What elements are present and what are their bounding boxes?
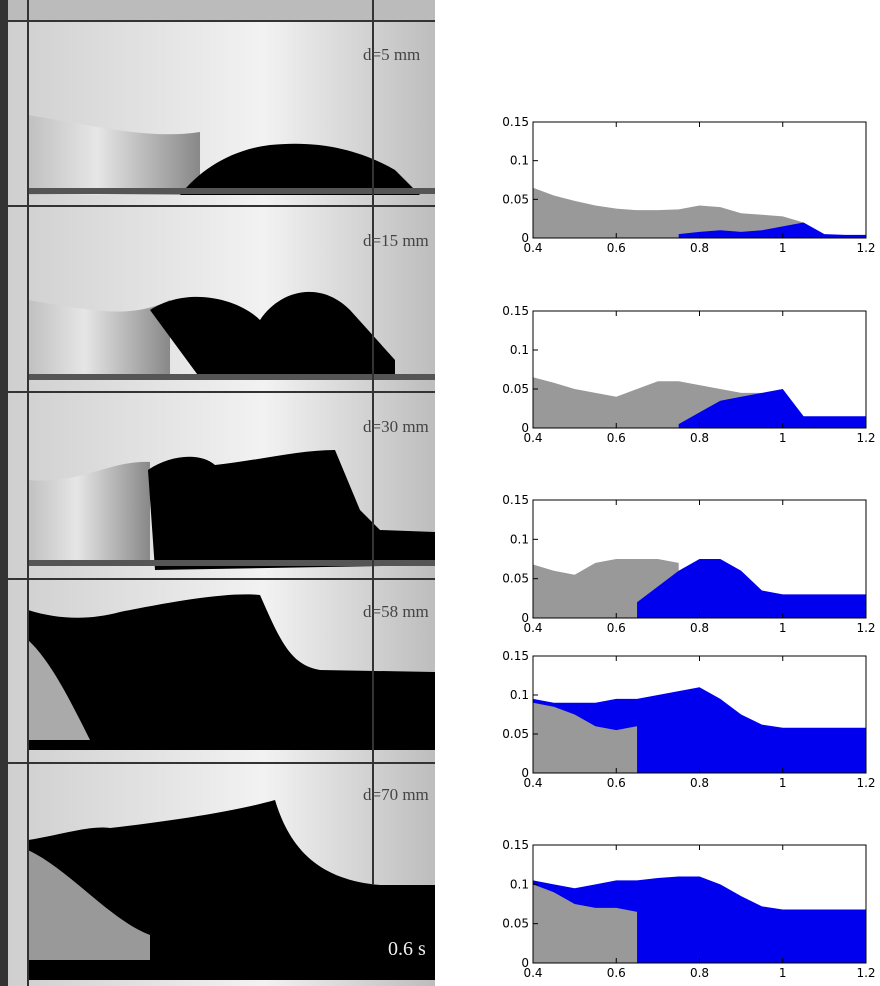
frame-lines bbox=[8, 0, 435, 986]
fluid-area bbox=[678, 389, 866, 428]
x-tick-label: 0.4 bbox=[523, 776, 542, 790]
water bbox=[28, 640, 90, 740]
y-tick-label: 0 bbox=[521, 766, 529, 780]
y-tick-label: 0.15 bbox=[502, 838, 529, 852]
water bbox=[28, 115, 200, 195]
y-tick-label: 0.1 bbox=[510, 154, 529, 168]
chart: 0 0.05 0.1 0.15 0.4 0.6 0.8 1 1.2 bbox=[502, 838, 875, 980]
y-tick-label: 0.15 bbox=[502, 649, 529, 663]
y-tick-label: 0 bbox=[521, 956, 529, 970]
x-tick-label: 1 bbox=[779, 431, 787, 445]
x-tick-label: 0.8 bbox=[690, 241, 709, 255]
x-tick-label: 1.2 bbox=[856, 966, 875, 980]
photo-label: d=15 mm bbox=[363, 231, 429, 250]
x-tick-label: 0.4 bbox=[523, 431, 542, 445]
y-tick-label: 0.1 bbox=[510, 877, 529, 891]
chart: 0 0.05 0.1 0.15 0.4 0.6 0.8 1 1.2 bbox=[502, 115, 875, 255]
x-tick-label: 1 bbox=[779, 966, 787, 980]
x-tick-label: 1.2 bbox=[856, 431, 875, 445]
photo-label: d=5 mm bbox=[363, 45, 420, 64]
x-tick-label: 0.8 bbox=[690, 431, 709, 445]
x-tick-label: 1.2 bbox=[856, 621, 875, 635]
y-tick-label: 0.15 bbox=[502, 493, 529, 507]
x-tick-label: 0.4 bbox=[523, 621, 542, 635]
time-label: 0.6 s bbox=[388, 938, 426, 960]
wave bbox=[28, 594, 435, 750]
fluid-area bbox=[637, 559, 866, 618]
photo-column: d=5 mm d=15 mm d=30 mm d=58 mm d=70 mm 0… bbox=[0, 0, 435, 986]
y-tick-label: 0.15 bbox=[502, 304, 529, 318]
photo-label: d=30 mm bbox=[363, 417, 429, 436]
chart: 0 0.05 0.1 0.15 0.4 0.6 0.8 1 1.2 bbox=[502, 304, 875, 445]
photo-label: d=70 mm bbox=[363, 785, 429, 804]
y-tick-label: 0 bbox=[521, 611, 529, 625]
y-tick-label: 0.1 bbox=[510, 532, 529, 546]
fluid-area bbox=[533, 702, 638, 773]
y-tick-label: 0.15 bbox=[502, 115, 529, 129]
charts: 0 0.05 0.1 0.15 0.4 0.6 0.8 1 1.2 0 0.05 0.1 0.15 0.4… bbox=[502, 115, 875, 980]
x-tick-label: 0.8 bbox=[690, 966, 709, 980]
x-tick-label: 0.6 bbox=[607, 621, 626, 635]
floor bbox=[28, 188, 435, 194]
chart: 0 0.05 0.1 0.15 0.4 0.6 0.8 1 1.2 bbox=[502, 493, 875, 635]
y-tick-label: 0.1 bbox=[510, 343, 529, 357]
wave bbox=[148, 450, 435, 570]
x-tick-label: 1.2 bbox=[856, 241, 875, 255]
x-tick-label: 0.8 bbox=[690, 776, 709, 790]
fluid-area bbox=[678, 222, 866, 238]
photo-label: d=58 mm bbox=[363, 602, 429, 621]
wave bbox=[150, 291, 395, 378]
y-tick-label: 0.05 bbox=[502, 192, 529, 206]
x-tick-label: 0.4 bbox=[523, 241, 542, 255]
x-tick-label: 1 bbox=[779, 776, 787, 790]
photo-strip bbox=[8, 0, 435, 20]
y-tick-label: 0 bbox=[521, 231, 529, 245]
y-tick-label: 0.05 bbox=[502, 382, 529, 396]
y-tick-label: 0.05 bbox=[502, 727, 529, 741]
water bbox=[28, 850, 150, 960]
x-tick-label: 0.6 bbox=[607, 776, 626, 790]
x-tick-label: 0.6 bbox=[607, 431, 626, 445]
y-tick-label: 0.1 bbox=[510, 688, 529, 702]
water bbox=[28, 461, 150, 565]
y-tick-label: 0.05 bbox=[502, 572, 529, 586]
y-tick-label: 0.05 bbox=[502, 917, 529, 931]
x-tick-label: 0.4 bbox=[523, 966, 542, 980]
x-tick-label: 1 bbox=[779, 241, 787, 255]
x-tick-label: 1.2 bbox=[856, 776, 875, 790]
water bbox=[28, 300, 170, 378]
wave bbox=[180, 143, 420, 195]
fluid-area bbox=[533, 187, 804, 238]
x-tick-label: 0.8 bbox=[690, 621, 709, 635]
fluid-area bbox=[533, 884, 638, 963]
chart: 0 0.05 0.1 0.15 0.4 0.6 0.8 1 1.2 bbox=[502, 649, 875, 790]
floor bbox=[28, 560, 435, 566]
y-tick-label: 0 bbox=[521, 421, 529, 435]
floor bbox=[28, 374, 435, 380]
x-tick-label: 1 bbox=[779, 621, 787, 635]
x-tick-label: 0.6 bbox=[607, 241, 626, 255]
x-tick-label: 0.6 bbox=[607, 966, 626, 980]
